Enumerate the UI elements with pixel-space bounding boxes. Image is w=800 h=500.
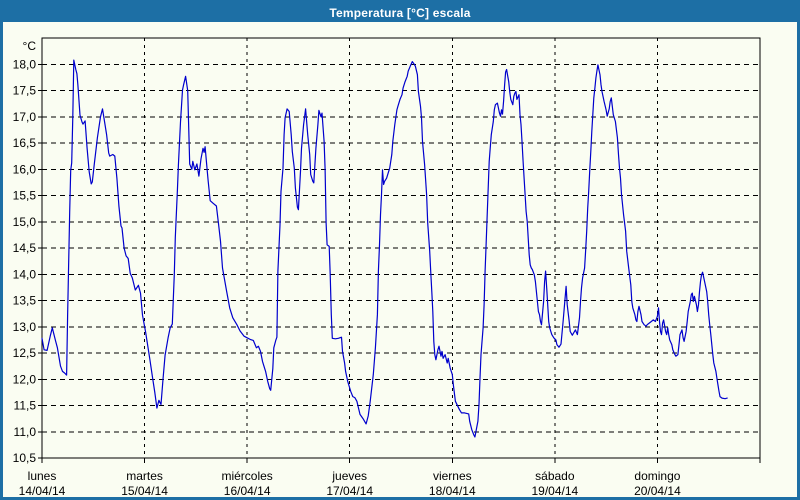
x-day-label: viernes	[433, 469, 472, 483]
y-tick-label: 15,5	[13, 189, 37, 203]
temperature-chart-svg: 18,0 17,5 17,0 16,5 16,0 15,5 15,0 14,5 14,0 13,5…	[13, 37, 761, 497]
x-date-label: 20/04/14	[634, 484, 681, 497]
y-tick-label: 14,5	[13, 241, 37, 255]
y-tick-label: 17,5	[13, 84, 37, 98]
plot-border	[41, 37, 761, 459]
x-date-label: 18/04/14	[429, 484, 476, 497]
y-tick-label: 13,0	[13, 320, 37, 334]
x-day-label: jueves	[331, 469, 367, 483]
window-titlebar: Temperatura [°C] escala	[3, 3, 797, 22]
window-title: Temperatura [°C] escala	[329, 5, 471, 20]
x-date-label: 19/04/14	[531, 484, 578, 497]
chart-area: 18,0 17,5 17,0 16,5 16,0 15,5 15,0 14,5 14,0 13,5…	[3, 22, 797, 497]
x-date-label: 16/04/14	[224, 484, 271, 497]
y-tick-label: 10,5	[13, 451, 37, 465]
y-tick-label: 12,5	[13, 346, 37, 360]
y-tick-label: 13,5	[13, 294, 37, 308]
y-tick-label: 11,0	[14, 425, 37, 439]
x-day-label: lunes	[28, 469, 57, 483]
x-date-label: 17/04/14	[326, 484, 373, 497]
x-day-label: sábado	[535, 469, 575, 483]
x-date-label: 15/04/14	[121, 484, 168, 497]
y-axis-unit-label: °C	[23, 39, 37, 53]
y-tick-label: 14,0	[13, 267, 37, 281]
x-date-label: 14/04/14	[19, 484, 66, 497]
y-tick-label: 15,0	[13, 215, 37, 229]
y-tick-label: 17,0	[13, 110, 37, 124]
x-day-label: domingo	[634, 469, 680, 483]
y-tick-label: 16,0	[13, 162, 37, 176]
y-tick-label: 18,0	[13, 57, 37, 71]
x-day-label: miércoles	[221, 469, 272, 483]
temperature-line	[41, 59, 728, 438]
x-day-label: martes	[126, 469, 163, 483]
y-tick-label: 11,5	[14, 399, 37, 413]
y-tick-label: 16,5	[13, 136, 37, 150]
y-tick-label: 12,0	[13, 372, 37, 386]
